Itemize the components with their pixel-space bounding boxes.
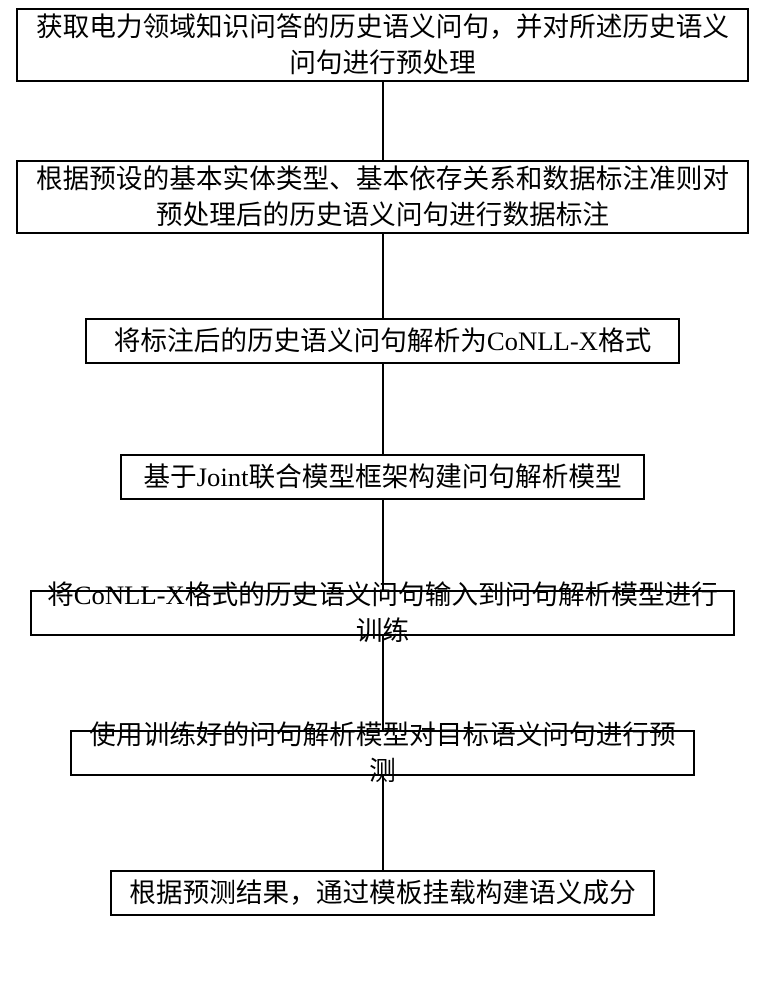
- flowchart-node: 根据预测结果，通过模板挂载构建语义成分: [110, 870, 655, 916]
- flowchart-node-label: 基于Joint联合模型框架构建问句解析模型: [143, 459, 621, 495]
- flowchart-node: 将CoNLL-X格式的历史语义问句输入到问句解析模型进行训练: [30, 590, 735, 636]
- flowchart-node: 将标注后的历史语义问句解析为CoNLL-X格式: [85, 318, 680, 364]
- flowchart-connector: [382, 234, 384, 318]
- flowchart-node-label: 获取电力领域知识问答的历史语义问句，并对所述历史语义问句进行预处理: [28, 9, 737, 81]
- flowchart-node: 根据预设的基本实体类型、基本依存关系和数据标注准则对预处理后的历史语义问句进行数…: [16, 160, 749, 234]
- flowchart-connector: [382, 636, 384, 730]
- flowchart-node: 使用训练好的问句解析模型对目标语义问句进行预测: [70, 730, 695, 776]
- flowchart-connector: [382, 82, 384, 160]
- flowchart-canvas: 获取电力领域知识问答的历史语义问句，并对所述历史语义问句进行预处理根据预设的基本…: [0, 0, 765, 1000]
- flowchart-connector: [382, 776, 384, 870]
- flowchart-node: 获取电力领域知识问答的历史语义问句，并对所述历史语义问句进行预处理: [16, 8, 749, 82]
- flowchart-node: 基于Joint联合模型框架构建问句解析模型: [120, 454, 645, 500]
- flowchart-connector: [382, 364, 384, 454]
- flowchart-connector: [382, 500, 384, 590]
- flowchart-node-label: 将标注后的历史语义问句解析为CoNLL-X格式: [114, 323, 652, 359]
- flowchart-node-label: 根据预测结果，通过模板挂载构建语义成分: [129, 875, 635, 911]
- flowchart-node-label: 根据预设的基本实体类型、基本依存关系和数据标注准则对预处理后的历史语义问句进行数…: [28, 161, 737, 233]
